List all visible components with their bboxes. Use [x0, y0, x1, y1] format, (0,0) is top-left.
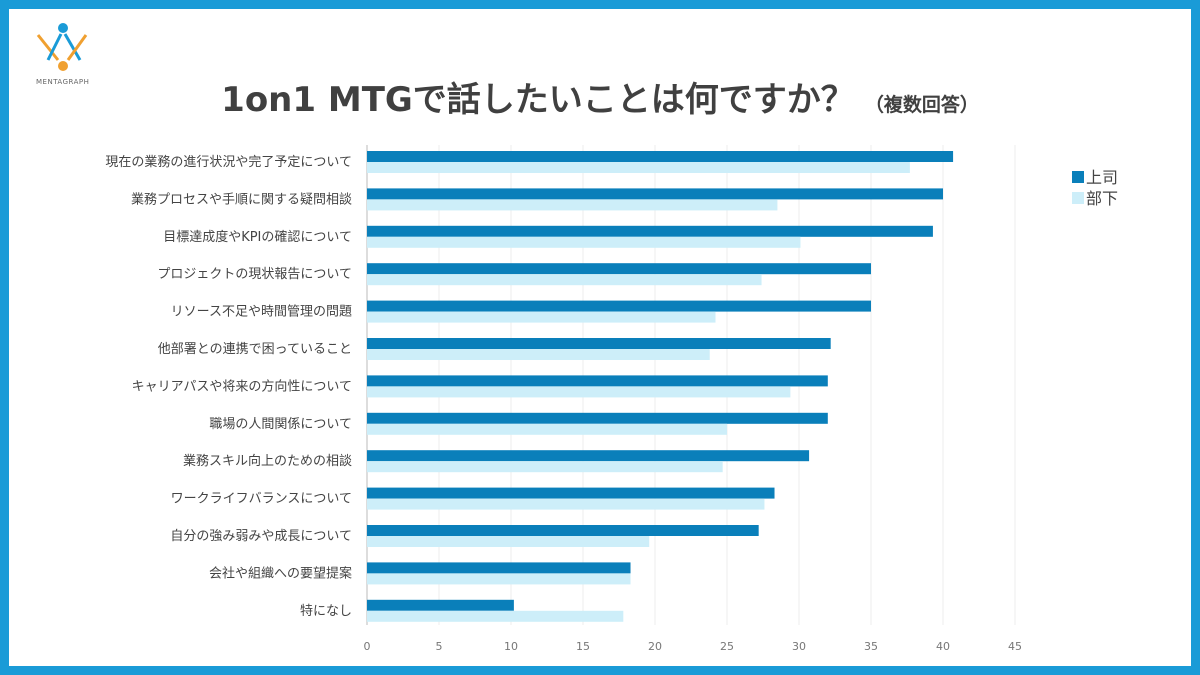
bar-boss [367, 412, 828, 424]
legend-swatch [1072, 171, 1084, 183]
legend-label: 上司 [1086, 168, 1118, 187]
bar-boss [367, 450, 810, 462]
bar-subordinate [367, 461, 723, 473]
category-label: プロジェクトの現状報告について [157, 267, 352, 282]
bar-boss [367, 300, 871, 312]
x-tick-label: 35 [864, 640, 878, 653]
category-label: 業務プロセスや手順に関する疑問相談 [131, 191, 352, 207]
x-tick-label: 30 [792, 640, 806, 653]
bar-subordinate [367, 386, 791, 398]
bar-subordinate [367, 199, 778, 211]
x-tick-label: 40 [936, 640, 950, 653]
x-tick-label: 5 [436, 640, 443, 653]
x-tick-label: 25 [720, 640, 734, 653]
bar-boss [367, 151, 954, 162]
bar-boss [367, 338, 831, 349]
category-label: リソース不足や時間管理の問題 [171, 305, 352, 320]
bar-subordinate [367, 349, 710, 360]
bar-subordinate [367, 610, 624, 622]
bar-boss [367, 487, 775, 499]
bar-subordinate [367, 536, 650, 547]
bar-boss [367, 225, 933, 237]
bar-boss [367, 599, 514, 611]
category-label: 会社や組織への要望提案 [209, 565, 352, 581]
x-tick-label: 15 [576, 640, 590, 653]
category-label: 業務スキル向上のための相談 [183, 453, 352, 469]
bar-boss [367, 188, 943, 200]
category-label: 現在の業務の進行状況や完了予定について [105, 154, 352, 170]
category-label: ワークライフバランスについて [171, 492, 352, 507]
bar-subordinate [367, 274, 762, 286]
x-tick-label: 45 [1008, 640, 1022, 653]
category-label: 自分の強み弱みや成長について [170, 529, 352, 544]
x-tick-label: 0 [364, 640, 371, 653]
x-tick-label: 10 [504, 640, 518, 653]
bar-boss [367, 375, 828, 387]
category-label: キャリアパスや将来の方向性について [132, 378, 352, 394]
legend-swatch [1072, 192, 1084, 204]
bar-boss [367, 525, 759, 536]
bar-boss [367, 562, 631, 574]
bar-subordinate [367, 423, 727, 435]
bar-subordinate [367, 311, 716, 323]
chart-title: 1on1 MTGで話したいことは何ですか？ （複数回答） [0, 72, 1200, 121]
x-tick-label: 20 [648, 640, 662, 653]
category-label: 他部署との連携で困っていること [158, 341, 352, 357]
bar-subordinate [367, 498, 765, 510]
bar-boss [367, 263, 871, 275]
bar-subordinate [367, 236, 801, 248]
title-sub: （複数回答） [864, 94, 979, 116]
category-label: 目標達成度やKPIの確認について [163, 229, 352, 245]
category-label: 特になし [300, 604, 352, 619]
title-main: 1on1 MTGで話したいことは何ですか？ [221, 80, 855, 120]
legend-label: 部下 [1086, 189, 1118, 208]
logo-text: MENTAGRAPH [36, 78, 90, 86]
bar-subordinate [367, 573, 631, 585]
category-label: 職場の人間関係について [209, 417, 352, 432]
bar-subordinate [367, 162, 910, 173]
slide-frame [9, 9, 1191, 666]
mentagraph-logo [36, 23, 88, 71]
